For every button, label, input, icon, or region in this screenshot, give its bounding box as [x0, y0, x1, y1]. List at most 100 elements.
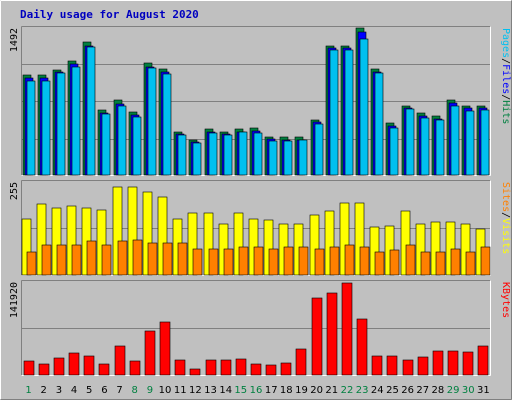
- x-tick-label-day-4: 4: [71, 385, 77, 396]
- bar-visits-sites-day-10: [162, 242, 173, 276]
- bar-visits-visits-day-28: [430, 221, 441, 276]
- x-tick-label-day-28: 28: [432, 385, 445, 396]
- bar-visits-sites-day-27: [420, 251, 431, 276]
- bar-kbytes-kbytes-day-21: [326, 292, 338, 376]
- bar-hits-pages-day-12: [192, 142, 202, 176]
- x-tick-label-day-26: 26: [401, 385, 414, 396]
- bar-visits-visits-day-2: [36, 203, 47, 276]
- bar-hits-pages-day-18: [283, 140, 293, 176]
- x-tick-label-day-30: 30: [462, 385, 475, 396]
- bar-kbytes-kbytes-day-17: [265, 364, 277, 376]
- bar-visits-visits-day-10: [157, 196, 168, 276]
- bar-hits-pages-day-5: [86, 46, 96, 176]
- bar-visits-visits-day-12: [187, 212, 198, 276]
- bar-visits-sites-day-2: [41, 244, 52, 276]
- bar-hits-pages-day-10: [162, 73, 172, 176]
- panel-hits-legend: Pages/Files/Hits: [500, 28, 511, 124]
- bar-hits-pages-day-7: [117, 105, 127, 176]
- bar-hits-pages-day-13: [208, 132, 218, 176]
- bar-visits-sites-day-22: [344, 244, 355, 276]
- bar-kbytes-kbytes-day-31: [477, 345, 489, 376]
- x-tick-label-day-8: 8: [132, 385, 138, 396]
- x-tick-label-day-24: 24: [371, 385, 384, 396]
- bar-kbytes-kbytes-day-24: [371, 355, 383, 376]
- bar-visits-visits-day-7: [112, 186, 123, 276]
- bar-hits-pages-day-29: [450, 105, 460, 176]
- bar-kbytes-kbytes-day-2: [38, 363, 50, 376]
- bar-kbytes-kbytes-day-1: [23, 360, 35, 376]
- x-tick-label-day-16: 16: [250, 385, 263, 396]
- bar-visits-visits-day-20: [309, 214, 320, 276]
- bar-visits-sites-day-21: [329, 246, 340, 276]
- panel-kbytes-y-max-label: 141920: [9, 282, 20, 318]
- bar-hits-pages-day-31: [480, 109, 490, 176]
- bar-visits-sites-day-4: [71, 244, 82, 276]
- bar-kbytes-kbytes-day-26: [402, 359, 414, 376]
- x-tick-label-day-3: 3: [56, 385, 62, 396]
- bar-kbytes-kbytes-day-3: [53, 357, 65, 376]
- panel-kbytes: 141920 KBytes: [9, 280, 511, 376]
- x-tick-label-day-18: 18: [280, 385, 293, 396]
- panel-kbytes-legend: KBytes: [500, 282, 511, 318]
- bar-visits-visits-day-21: [324, 210, 335, 276]
- bar-visits-sites-day-18: [283, 246, 294, 276]
- bar-hits-pages-day-8: [132, 116, 142, 176]
- bar-kbytes-kbytes-day-7: [114, 345, 126, 376]
- x-tick-label-day-19: 19: [295, 385, 308, 396]
- bar-hits-pages-day-26: [405, 108, 415, 176]
- bar-visits-sites-day-30: [465, 251, 476, 276]
- bar-hits-pages-day-22: [344, 49, 354, 176]
- bar-visits-sites-day-1: [26, 251, 37, 276]
- bar-kbytes-kbytes-day-6: [98, 363, 110, 376]
- bar-visits-sites-day-11: [177, 242, 188, 276]
- bar-visits-sites-day-17: [268, 248, 279, 276]
- bar-visits-visits-day-26: [400, 210, 411, 276]
- x-tick-label-day-1: 1: [25, 385, 31, 396]
- bar-visits-sites-day-14: [223, 248, 234, 276]
- bar-hits-pages-day-25: [389, 127, 399, 176]
- bar-kbytes-kbytes-day-27: [417, 356, 429, 376]
- bar-kbytes-kbytes-day-23: [356, 318, 368, 376]
- bar-hits-pages-day-14: [223, 134, 233, 176]
- bar-kbytes-kbytes-day-8: [129, 360, 141, 376]
- bar-kbytes-kbytes-day-14: [220, 359, 232, 376]
- bar-visits-visits-day-9: [142, 191, 153, 276]
- bar-visits-sites-day-23: [359, 246, 370, 276]
- bar-hits-pages-day-21: [329, 49, 339, 176]
- x-axis-day-labels: 1 2 3 4 5 6 7 8 9 10 11 12 13 14 15 16 17 18 19 20 21 22 23 24 2…: [25, 385, 489, 396]
- x-tick-label-day-10: 10: [159, 385, 172, 396]
- bar-kbytes-kbytes-day-25: [386, 355, 398, 376]
- bar-visits-sites-day-9: [147, 242, 158, 276]
- legend-item-pages: Pages: [500, 28, 511, 58]
- bar-kbytes-kbytes-day-4: [68, 352, 80, 376]
- bar-kbytes-kbytes-day-9: [144, 330, 156, 376]
- panel-visits: 255 Sites/Visits: [9, 180, 511, 276]
- x-tick-label-day-5: 5: [86, 385, 92, 396]
- bar-visits-sites-day-3: [56, 244, 67, 276]
- legend-item-separator: /: [500, 212, 511, 218]
- bar-hits-pages-day-24: [374, 72, 384, 176]
- legend-item-kbytes: KBytes: [500, 282, 511, 318]
- bar-visits-sites-day-26: [405, 244, 416, 276]
- x-tick-label-day-29: 29: [447, 385, 460, 396]
- bar-hits-pages-day-23: [359, 38, 369, 176]
- panel-visits-y-max-label: 255: [9, 182, 20, 200]
- bar-visits-sites-day-16: [253, 246, 264, 276]
- x-tick-label-day-21: 21: [325, 385, 338, 396]
- x-tick-label-day-11: 11: [174, 385, 187, 396]
- x-tick-label-day-14: 14: [219, 385, 232, 396]
- bar-visits-visits-day-29: [445, 221, 456, 276]
- legend-item-hits: Hits: [500, 100, 511, 124]
- bar-hits-pages-day-1: [26, 80, 36, 176]
- bar-visits-sites-day-12: [192, 248, 203, 276]
- bar-visits-visits-day-15: [233, 212, 244, 276]
- legend-item-separator: /: [500, 94, 511, 100]
- bar-visits-sites-day-20: [314, 248, 325, 276]
- x-tick-label-day-15: 15: [234, 385, 247, 396]
- bar-visits-sites-day-5: [86, 240, 97, 276]
- bar-hits-pages-day-2: [41, 80, 51, 176]
- bar-kbytes-kbytes-day-16: [250, 363, 262, 376]
- x-tick-label-day-7: 7: [116, 385, 122, 396]
- legend-item-visits: Visits: [500, 218, 511, 254]
- bar-visits-sites-day-19: [298, 246, 309, 276]
